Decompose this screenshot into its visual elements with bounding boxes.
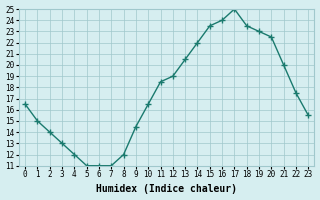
X-axis label: Humidex (Indice chaleur): Humidex (Indice chaleur) (96, 184, 237, 194)
